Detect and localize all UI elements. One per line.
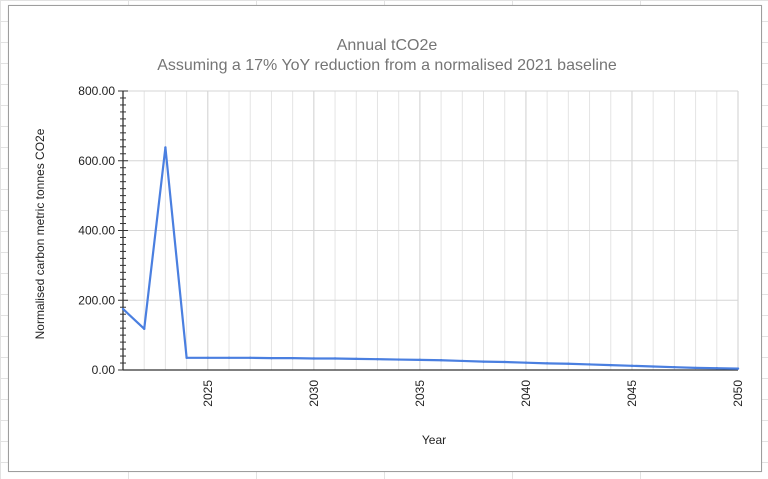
data-point [545,362,549,365]
data-point [567,362,570,365]
data-point [736,367,740,370]
data-point [333,357,337,360]
data-point [249,356,252,359]
data-point [524,361,528,364]
data-point [439,359,443,362]
axes [118,90,738,371]
x-tick-label: 2025 [201,380,215,407]
y-tick-label: 200.00 [78,293,115,307]
y-tick-label: 400.00 [78,224,115,238]
data-point [164,146,167,149]
data-point [227,356,231,359]
data-point [482,360,485,363]
chart-subtitle: Assuming a 17% YoY reduction from a norm… [157,57,617,74]
x-tick-label: 2040 [519,380,533,407]
data-point [121,307,125,311]
data-point [651,365,655,368]
x-tick-label: 2050 [731,380,745,407]
data-point [609,363,612,367]
data-point [185,356,188,359]
chart-container[interactable]: Annual tCO2e Assuming a 17% YoY reductio… [8,5,762,472]
chart-title: Annual tCO2e [337,37,438,54]
x-tick-label: 2045 [625,380,639,407]
series-line [122,146,739,370]
data-point [312,357,316,360]
x-axis-label: Year [422,433,446,447]
x-tick-label: 2035 [413,380,427,407]
data-point [715,367,718,370]
tick-labels: 0.00 200.00 400.00 600.00 800.00 2025 2030 2035… [78,84,745,407]
data-point [588,363,591,366]
data-point [291,356,294,360]
y-tick-label: 0.00 [92,363,116,377]
data-point [461,359,464,363]
data-point [355,357,358,361]
data-point [143,327,146,331]
data-point [630,364,634,368]
data-point [376,357,379,361]
data-point [418,358,422,362]
line-chart: Annual tCO2e Assuming a 17% YoY reductio… [33,37,745,447]
series-layer [121,146,740,370]
data-point [673,366,676,369]
y-axis-label: Normalised carbon metric tonnes CO2e [33,128,47,339]
data-point [503,360,506,364]
grid-lines [122,90,739,371]
data-point [206,356,210,359]
y-tick-label: 600.00 [78,154,115,168]
data-point [694,366,697,370]
data-point [270,356,273,360]
y-tick-label: 800.00 [78,84,115,98]
x-tick-label: 2030 [307,380,321,407]
data-point [397,358,400,361]
